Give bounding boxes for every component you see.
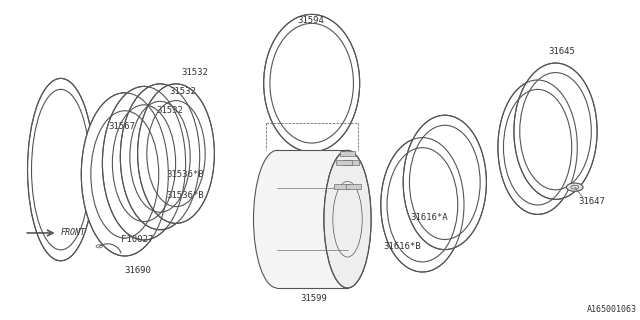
Bar xyxy=(336,160,351,165)
Ellipse shape xyxy=(138,84,214,223)
Text: F10027: F10027 xyxy=(122,236,154,244)
Ellipse shape xyxy=(102,86,186,240)
Bar xyxy=(340,151,355,156)
Text: 31645: 31645 xyxy=(548,47,575,56)
Ellipse shape xyxy=(403,115,486,250)
Text: 31532: 31532 xyxy=(169,87,196,96)
Bar xyxy=(344,160,359,165)
Ellipse shape xyxy=(120,84,200,230)
Ellipse shape xyxy=(324,150,371,288)
Ellipse shape xyxy=(381,138,464,272)
Text: 31536*B: 31536*B xyxy=(167,170,204,179)
Text: 31647: 31647 xyxy=(579,197,605,206)
Text: 31646: 31646 xyxy=(319,266,346,275)
Bar xyxy=(346,184,362,189)
Text: 31536*B: 31536*B xyxy=(167,191,204,200)
Text: 31690: 31690 xyxy=(124,266,151,275)
Text: 31616*A: 31616*A xyxy=(410,213,447,222)
Bar xyxy=(277,150,348,288)
Ellipse shape xyxy=(498,80,577,214)
Ellipse shape xyxy=(253,150,301,288)
Ellipse shape xyxy=(81,93,168,256)
Circle shape xyxy=(566,183,583,191)
Text: 31567: 31567 xyxy=(108,122,135,131)
Text: 31594: 31594 xyxy=(297,16,324,25)
Text: 31599: 31599 xyxy=(300,294,327,303)
Text: FRONT: FRONT xyxy=(61,228,86,237)
Text: 31616*B: 31616*B xyxy=(383,242,420,251)
Text: A165001063: A165001063 xyxy=(587,305,637,314)
Text: F10027: F10027 xyxy=(310,188,342,196)
Ellipse shape xyxy=(28,78,94,261)
Ellipse shape xyxy=(514,63,597,199)
Text: 31532: 31532 xyxy=(182,68,209,76)
Text: 31532: 31532 xyxy=(156,106,183,115)
Ellipse shape xyxy=(264,14,360,152)
Bar xyxy=(333,184,349,189)
